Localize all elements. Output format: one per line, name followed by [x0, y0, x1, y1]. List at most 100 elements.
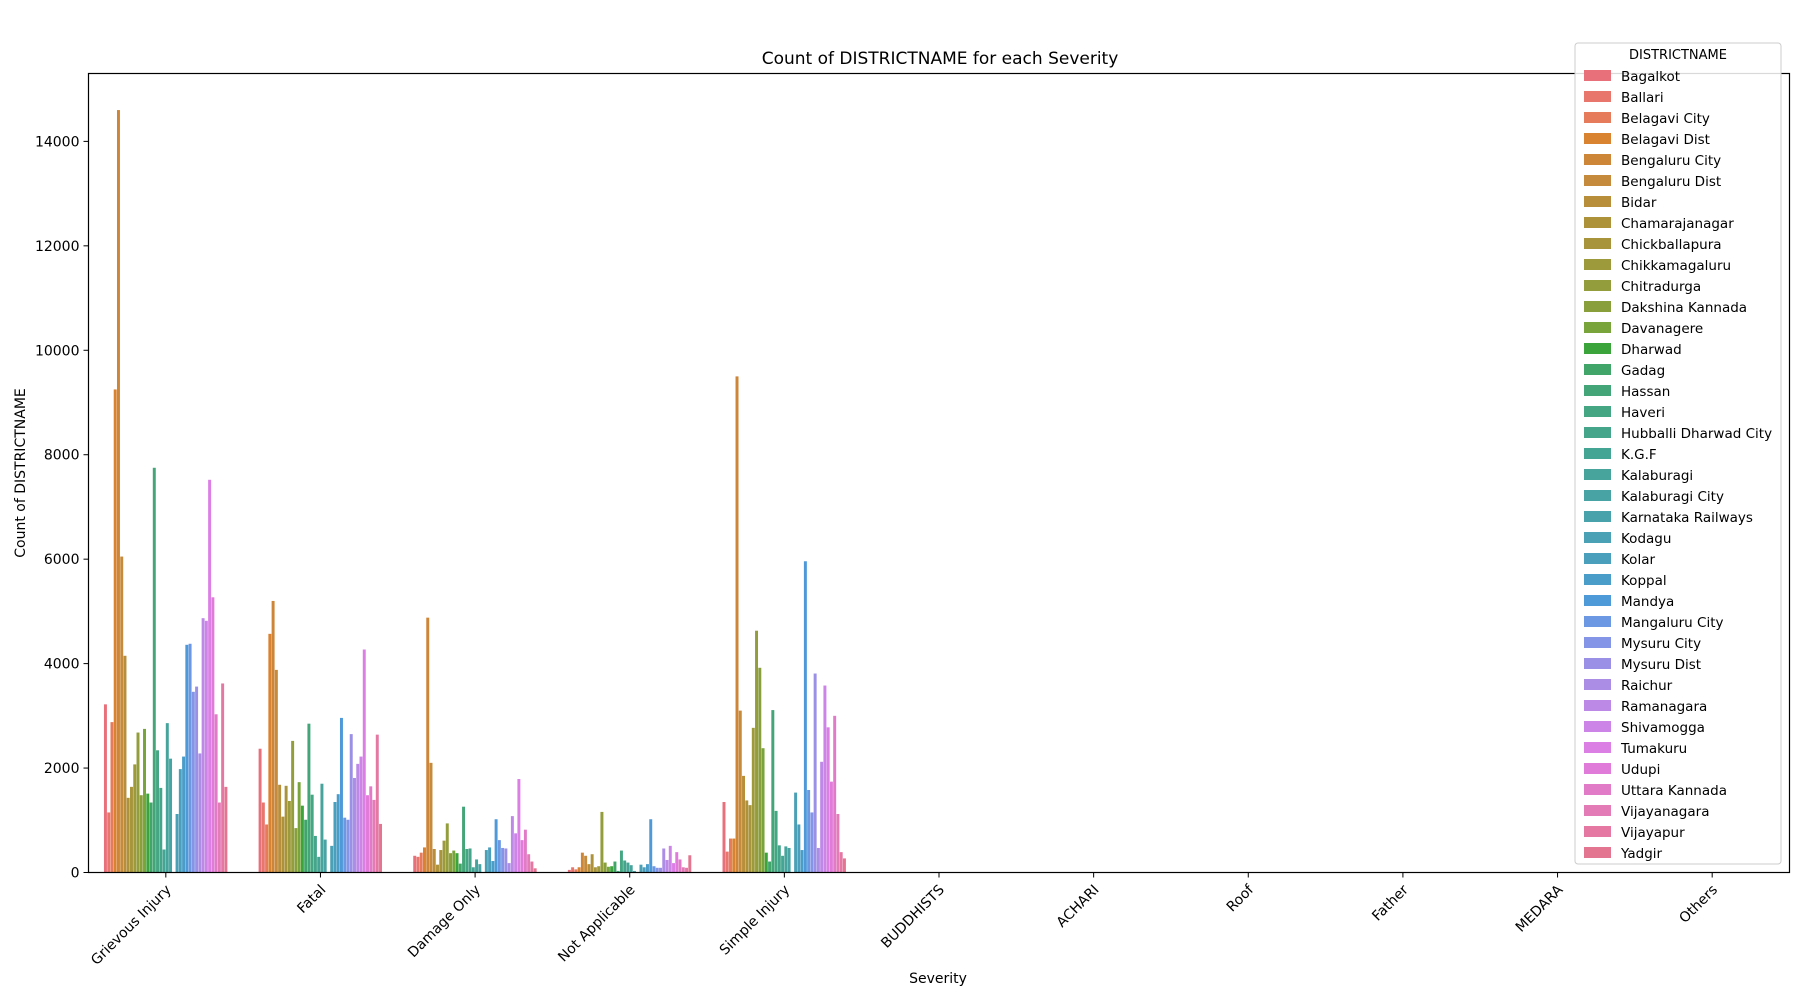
bar: [313, 835, 317, 873]
bar: [139, 795, 143, 873]
y-axis: 0 2000 4000 6000 8000 10000 12000 14000: [35, 134, 89, 882]
bar: [261, 802, 265, 873]
bar: [468, 848, 472, 873]
bar: [665, 859, 669, 873]
bar: [484, 850, 488, 873]
legend-label: Karnataka Railways: [1621, 510, 1753, 526]
bar: [794, 792, 798, 873]
bar: [735, 376, 739, 873]
bar: [343, 817, 347, 873]
legend-swatch: [1584, 553, 1611, 564]
legend-title: DISTRICTNAME: [1629, 48, 1727, 63]
bar: [188, 643, 192, 873]
bar: [149, 802, 153, 873]
bar: [580, 852, 584, 873]
y-tick-label: 14000: [35, 134, 80, 150]
bar: [839, 852, 843, 873]
bar: [362, 649, 366, 873]
bar: [571, 867, 575, 873]
bar: [359, 756, 363, 873]
x-tick-label: BUDDHISTS: [878, 882, 948, 952]
legend-label: Mysuru Dist: [1621, 657, 1701, 673]
bar: [629, 865, 633, 873]
bar: [533, 868, 537, 873]
legend-label: Chickballapura: [1621, 237, 1722, 253]
bar: [491, 861, 495, 873]
legend-label: Belagavi Dist: [1621, 132, 1710, 148]
bar: [413, 855, 417, 873]
bar: [584, 855, 588, 873]
bar: [143, 728, 146, 873]
legend-swatch: [1584, 175, 1611, 186]
bar: [823, 685, 827, 873]
bar: [764, 852, 768, 873]
bar: [113, 389, 117, 873]
bar: [488, 847, 492, 873]
bar: [287, 800, 291, 873]
legend-swatch: [1584, 637, 1611, 648]
legend-swatch: [1584, 301, 1611, 312]
bar: [517, 779, 521, 873]
legend-label: Vijayapur: [1621, 825, 1685, 841]
bar: [530, 861, 534, 873]
bar: [842, 858, 846, 873]
bar: [156, 750, 160, 873]
bar: [419, 852, 423, 873]
bar: [208, 479, 212, 873]
legend-swatch: [1584, 784, 1611, 795]
bar: [152, 467, 156, 873]
legend-swatch: [1584, 196, 1611, 207]
x-tick-label: Grievous Injury: [88, 882, 175, 969]
bar: [826, 727, 830, 873]
bar: [159, 787, 163, 873]
bar: [797, 824, 801, 873]
bar: [455, 853, 459, 873]
bar: [590, 854, 594, 873]
bar: [278, 784, 282, 873]
bar: [178, 769, 182, 873]
bar: [182, 756, 186, 873]
bar: [300, 805, 304, 873]
legend-label: Kodagu: [1621, 531, 1671, 547]
legend-swatch: [1584, 259, 1611, 270]
bar: [732, 838, 736, 873]
bar: [284, 785, 288, 873]
legend-label: Shivamogga: [1621, 720, 1705, 736]
bar: [781, 855, 785, 873]
bar: [527, 854, 531, 873]
x-tick-label: Not Applicable: [555, 882, 638, 965]
legend-label: Hassan: [1621, 384, 1670, 400]
legend-label: Chamarajanagar: [1621, 216, 1734, 232]
bar: [623, 860, 627, 873]
bar: [659, 867, 662, 873]
legend-label: Vijayanagara: [1621, 804, 1709, 820]
bar: [281, 816, 285, 873]
bar: [304, 819, 308, 873]
bar: [169, 758, 173, 873]
bar: [204, 620, 208, 873]
bar: [626, 862, 630, 873]
legend-swatch: [1584, 595, 1611, 606]
legend-swatch: [1584, 616, 1611, 627]
legend-label: Gadag: [1621, 363, 1665, 379]
bar: [655, 867, 659, 873]
x-tick-label: ACHARI: [1054, 882, 1103, 931]
bar: [217, 802, 221, 873]
legend: DISTRICTNAME Bagalkot Ballari Belagavi Cit…: [1574, 42, 1782, 865]
legend-label: Dakshina Kannada: [1621, 300, 1747, 316]
bar: [165, 723, 169, 873]
bar: [649, 819, 653, 873]
bar: [816, 847, 820, 873]
bar: [813, 673, 817, 873]
bar: [126, 797, 130, 873]
bar: [787, 847, 791, 873]
legend-label: Dharwad: [1621, 342, 1682, 358]
legend-label: Haveri: [1621, 405, 1665, 421]
y-tick-label: 12000: [35, 239, 80, 255]
legend-label: Uttara Kannada: [1621, 783, 1727, 799]
bar: [748, 805, 752, 873]
bar: [372, 799, 376, 873]
bar: [258, 748, 262, 873]
legend-swatch: [1584, 217, 1611, 228]
